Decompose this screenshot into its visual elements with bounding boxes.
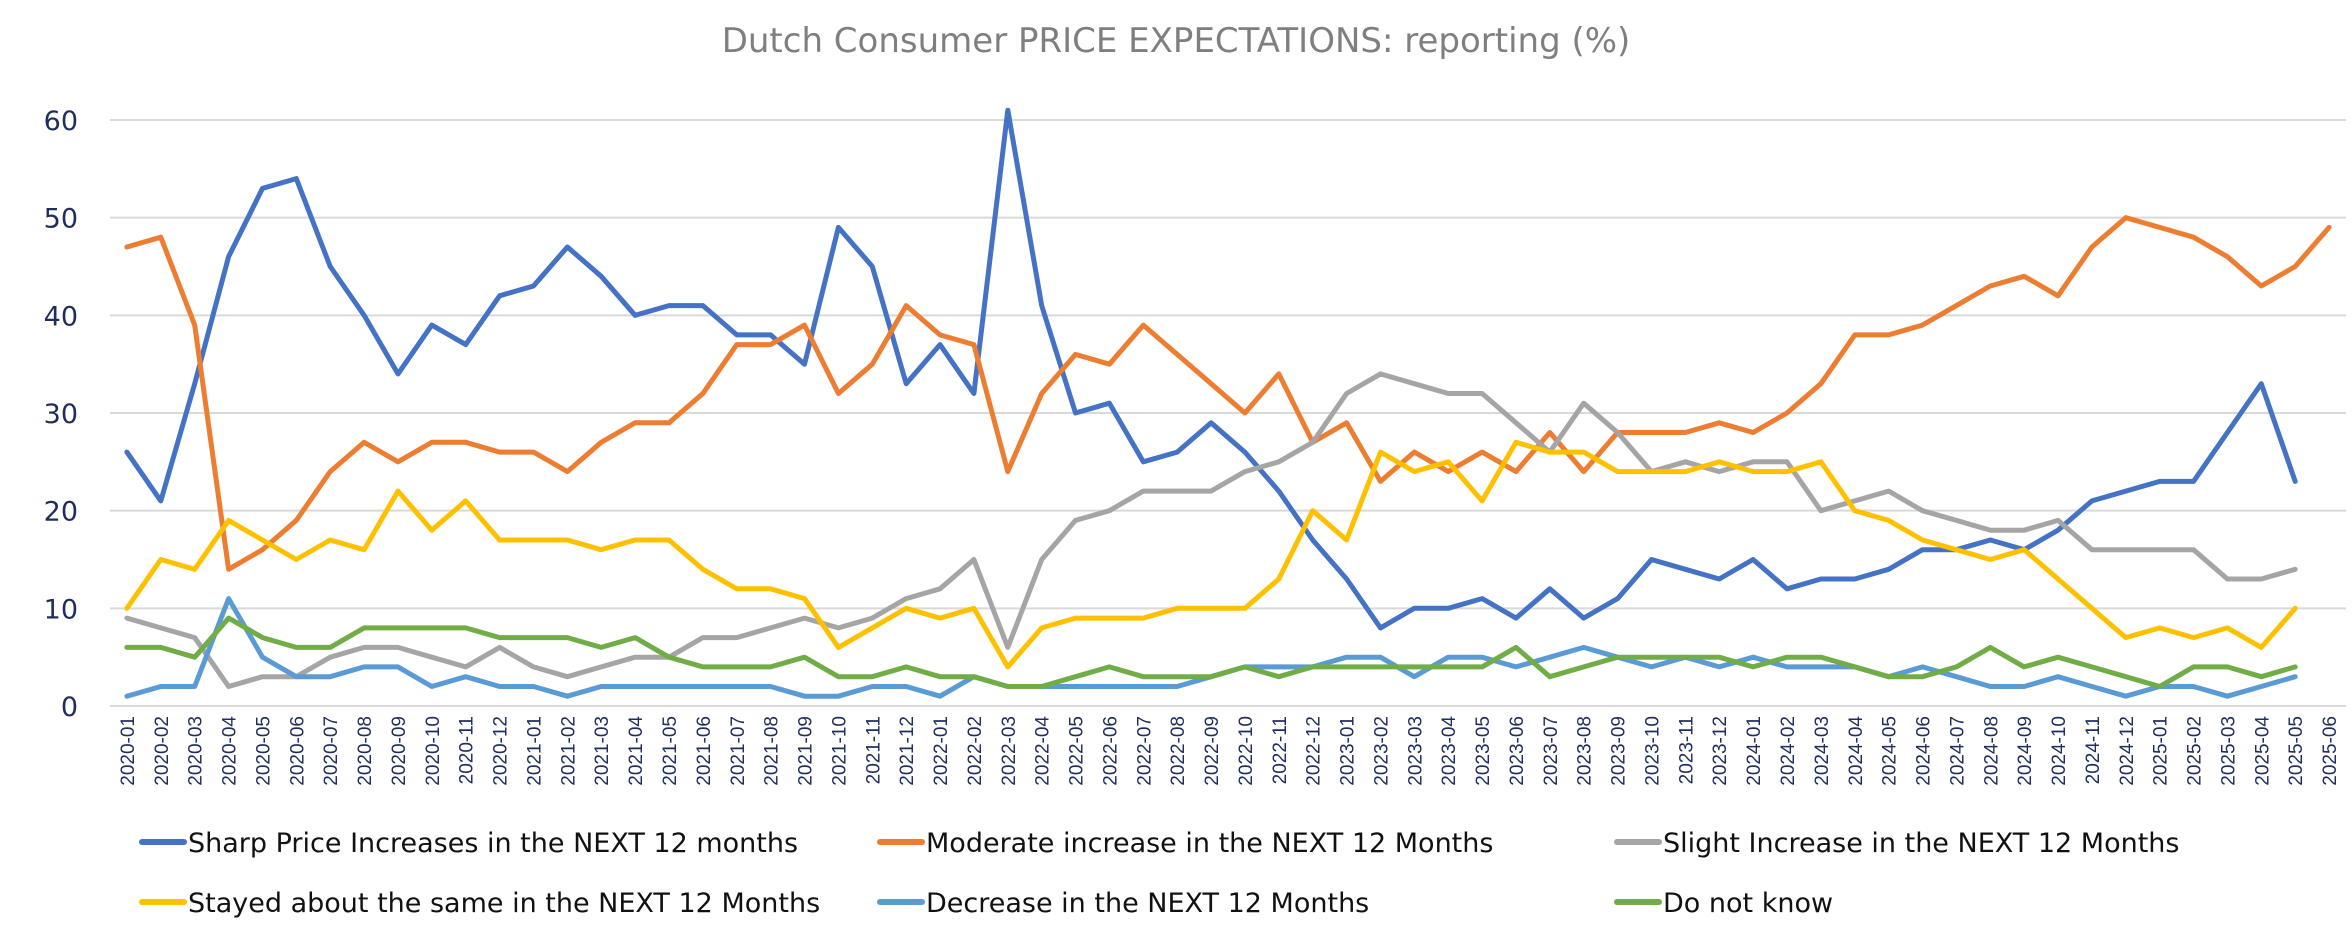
x-tick-label: 2025-01 [2151,716,2172,786]
x-tick-label: 2021-10 [829,716,850,786]
x-tick-label: 2025-04 [2252,716,2273,786]
x-tick-label: 2022-12 [1304,716,1325,786]
legend-label: Do not know [1663,888,1833,919]
x-tick-label: 2023-09 [1609,716,1630,786]
x-tick-label: 2020-01 [118,716,139,786]
x-tick-label: 2020-05 [253,716,274,786]
x-tick-label: 2022-04 [1033,716,1054,786]
y-tick-label: 40 [44,301,78,332]
legend-item: Decrease in the NEXT 12 Months [877,888,1369,919]
gridlines [110,119,2346,707]
x-tick-label: 2020-10 [423,716,444,786]
x-tick-label: 2021-06 [694,716,715,786]
x-tick-label: 2021-01 [524,716,545,786]
series-line-1 [124,215,2332,572]
x-tick-label: 2023-12 [1710,716,1731,786]
legend-label: Moderate increase in the NEXT 12 Months [926,828,1493,859]
x-tick-label: 2021-04 [626,716,647,786]
x-tick-label: 2023-04 [1439,716,1460,786]
x-tick-label: 2022-06 [1100,716,1121,786]
legend-label: Sharp Price Increases in the NEXT 12 mon… [188,828,798,859]
legend-label: Slight Increase in the NEXT 12 Months [1663,828,2179,859]
x-tick-label: 2020-08 [355,716,376,786]
series-line-0 [124,107,2298,631]
y-tick-label: 0 [61,692,78,723]
x-tick-label: 2020-12 [491,716,512,786]
x-tick-label: 2023-10 [1642,716,1663,786]
x-tick-label: 2023-01 [1338,716,1359,786]
x-tick-label: 2022-01 [931,716,952,786]
x-tick-label: 2023-06 [1507,716,1528,786]
series-line-3 [124,439,2298,670]
series-line-5 [124,615,2298,689]
x-tick-label: 2025-03 [2218,716,2239,786]
x-tick-label: 2024-01 [1744,716,1765,786]
x-tick-label: 2021-02 [558,716,579,786]
x-tick-label: 2023-02 [1371,716,1392,786]
x-tick-label: 2021-08 [762,716,783,786]
y-tick-label: 30 [44,399,78,430]
x-axis-ticks: 2020-01 2020-02 2020-03 2020-04 2020-05 2020-… [118,716,2341,786]
x-tick-label: 2024-09 [2015,716,2036,786]
x-tick-label: 2022-08 [1168,716,1189,786]
x-tick-label: 2024-03 [1812,716,1833,786]
legend: Sharp Price Increases in the NEXT 12 mon… [139,828,2179,919]
legend-item: Stayed about the same in the NEXT 12 Mon… [139,888,820,919]
x-tick-label: 2021-07 [728,716,749,786]
x-tick-label: 2022-07 [1134,716,1155,786]
x-tick-label: 2021-12 [897,716,918,786]
x-tick-label: 2020-03 [186,716,207,786]
x-tick-label: 2022-11 [1270,716,1291,784]
x-tick-label: 2025-06 [2320,716,2341,786]
x-tick-label: 2020-02 [152,716,173,786]
legend-label: Decrease in the NEXT 12 Months [926,888,1369,919]
series-lines [124,107,2332,699]
x-tick-label: 2022-10 [1236,716,1257,786]
series-line-4 [124,596,2298,699]
x-tick-label: 2020-09 [389,716,410,786]
x-tick-label: 2023-11 [1676,716,1697,784]
x-tick-label: 2024-07 [1947,716,1968,786]
legend-item: Moderate increase in the NEXT 12 Months [877,828,1493,859]
y-tick-label: 10 [44,594,78,625]
x-tick-label: 2024-04 [1846,716,1867,786]
x-tick-label: 2020-07 [321,716,342,786]
x-tick-label: 2022-03 [999,716,1020,786]
legend-item: Do not know [1614,888,1833,919]
x-tick-label: 2024-05 [1880,716,1901,786]
y-tick-label: 20 [44,497,78,528]
x-tick-label: 2022-05 [1067,716,1088,786]
y-tick-label: 50 [44,204,78,235]
x-tick-label: 2024-06 [1914,716,1935,786]
x-tick-label: 2022-02 [965,716,986,786]
x-tick-label: 2021-05 [660,716,681,786]
x-tick-label: 2025-05 [2286,716,2307,786]
x-tick-label: 2020-04 [220,716,241,786]
x-tick-label: 2020-11 [457,716,478,784]
legend-label: Stayed about the same in the NEXT 12 Mon… [188,888,820,919]
x-tick-label: 2023-03 [1405,716,1426,786]
x-tick-label: 2024-10 [2049,716,2070,786]
x-tick-label: 2023-08 [1575,716,1596,786]
x-tick-label: 2024-11 [2083,716,2104,784]
x-tick-label: 2021-09 [796,716,817,786]
legend-item: Slight Increase in the NEXT 12 Months [1614,828,2179,859]
x-tick-label: 2021-11 [863,716,884,784]
x-tick-label: 2023-07 [1541,716,1562,786]
legend-item: Sharp Price Increases in the NEXT 12 mon… [139,828,798,859]
x-tick-label: 2024-08 [1981,716,2002,786]
y-tick-label: 60 [44,106,78,137]
x-tick-label: 2023-05 [1473,716,1494,786]
x-tick-label: 2024-12 [2117,716,2138,786]
chart-title: Dutch Consumer PRICE EXPECTATIONS: repor… [722,21,1631,61]
x-tick-label: 2022-09 [1202,716,1223,786]
x-tick-label: 2024-02 [1778,716,1799,786]
x-tick-label: 2020-06 [287,716,308,786]
x-tick-label: 2025-02 [2185,716,2206,786]
y-axis-ticks: 0 10 20 30 40 50 60 [44,106,78,723]
x-tick-label: 2021-03 [592,716,613,786]
